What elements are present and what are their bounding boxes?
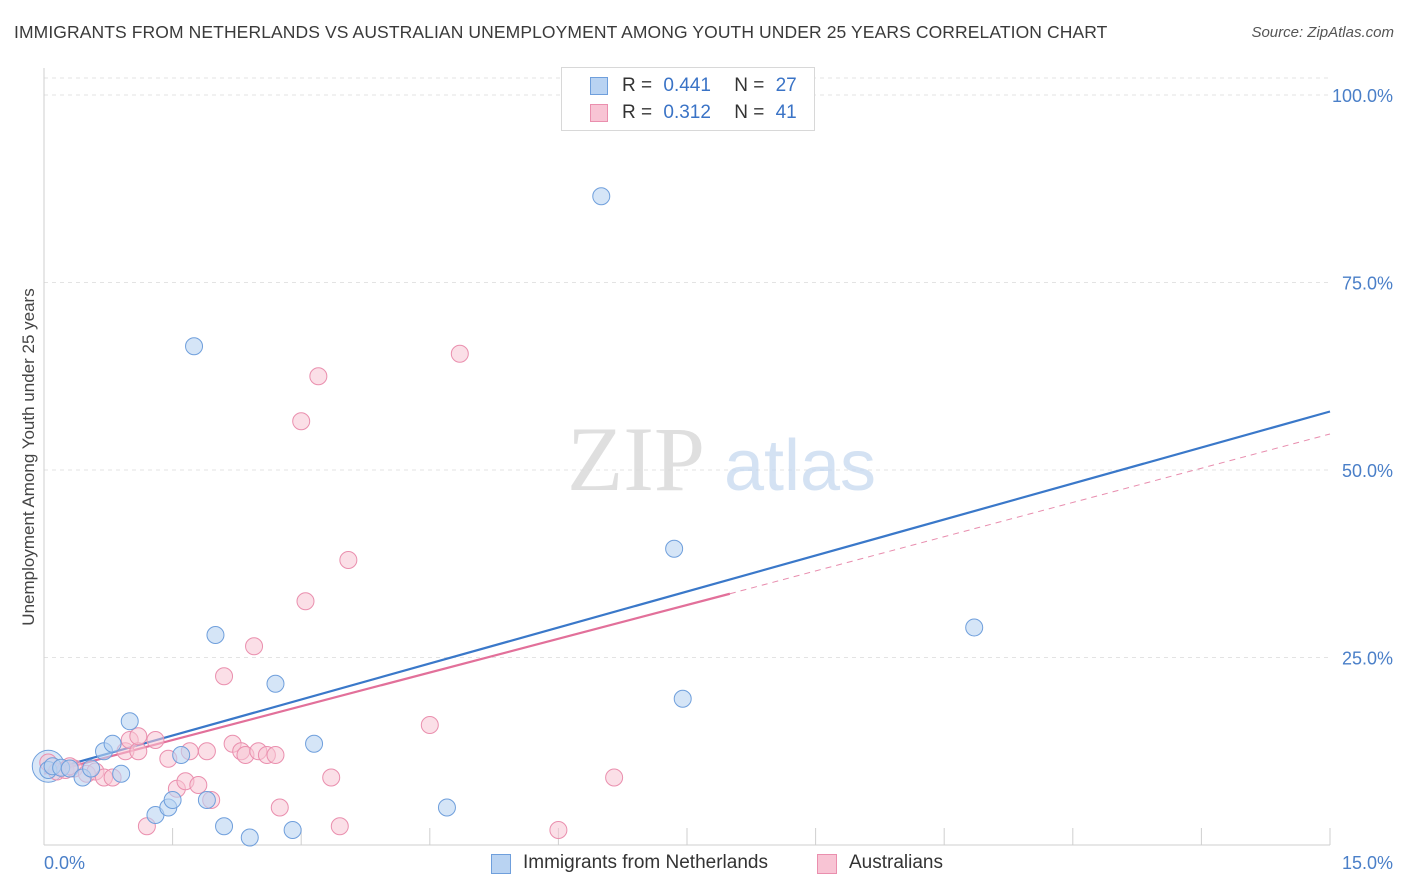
data-point-netherlands (665, 539, 684, 558)
data-point-netherlands (215, 817, 234, 836)
data-point-australians (605, 768, 624, 787)
data-point-netherlands (592, 187, 611, 206)
watermark-atlas: atlas (724, 426, 876, 506)
trend-line-australians-extrapolated (729, 433, 1331, 595)
data-point-australians (197, 742, 216, 761)
legend-swatch-blue (590, 77, 608, 95)
data-point-australians (270, 798, 289, 817)
legend-swatch-pink (590, 104, 608, 122)
data-point-netherlands (283, 821, 302, 839)
legend-n-value: 41 (775, 102, 797, 123)
data-point-netherlands (240, 828, 259, 847)
axes (43, 68, 1331, 846)
data-point-australians (292, 412, 311, 431)
data-point-australians (309, 367, 328, 386)
data-point-netherlands (965, 618, 984, 637)
legend-n-label: N = (734, 102, 765, 123)
data-point-netherlands (673, 689, 692, 708)
trend-line-australians (43, 592, 731, 775)
y-tick-label: 100.0% (1332, 86, 1393, 106)
data-point-australians (450, 344, 469, 363)
tick-labels: 25.0% 50.0% 75.0% 100.0% 0.0% 15.0% (44, 86, 1393, 873)
data-point-australians (245, 637, 264, 656)
data-point-netherlands (60, 759, 79, 778)
data-point-netherlands (206, 626, 225, 644)
data-point-australians (420, 716, 439, 734)
y-tick-label: 25.0% (1342, 649, 1393, 669)
y-tick-label: 75.0% (1342, 274, 1393, 294)
data-point-australians (146, 731, 165, 749)
bottom-legend-swatch-pink (817, 854, 837, 874)
legend-r-label: R = (622, 102, 653, 123)
legend-r-label: R = (622, 75, 653, 96)
data-point-netherlands (112, 764, 131, 783)
legend-r-value: 0.312 (663, 102, 711, 123)
data-point-australians (189, 776, 208, 794)
legend-r-value: 0.441 (663, 75, 711, 96)
data-point-netherlands (172, 746, 191, 764)
data-point-netherlands (163, 791, 182, 809)
data-point-netherlands (305, 734, 324, 753)
data-point-netherlands (103, 734, 122, 753)
data-points (31, 187, 984, 847)
data-point-netherlands (197, 791, 216, 809)
stats-legend: R = 0.441 N = 27 R = 0.312 N = 41 (561, 67, 815, 131)
bottom-legend-swatch-blue (491, 854, 511, 874)
legend-n-value: 27 (775, 75, 797, 96)
x-tick-label: 0.0% (44, 853, 85, 873)
x-tick-label: 15.0% (1342, 853, 1393, 873)
data-point-netherlands (437, 798, 456, 817)
bottom-legend-label: Immigrants from Netherlands (523, 852, 768, 873)
trend-line-netherlands (43, 410, 1331, 773)
grid-lines (44, 77, 1330, 658)
bottom-legend-label: Australians (849, 852, 943, 873)
data-point-australians (330, 817, 349, 836)
data-point-australians (266, 746, 285, 764)
data-point-australians (339, 551, 358, 569)
source-label: Source: ZipAtlas.com (1251, 24, 1394, 41)
data-point-netherlands (82, 759, 101, 778)
data-point-australians (129, 727, 148, 746)
y-tick-label: 50.0% (1342, 461, 1393, 481)
data-point-netherlands (185, 337, 204, 356)
watermark-zip: ZIP (567, 408, 705, 510)
y-axis-label: Unemployment Among Youth under 25 years (19, 288, 38, 625)
chart-title: IMMIGRANTS FROM NETHERLANDS VS AUSTRALIA… (14, 22, 1108, 42)
data-point-netherlands (266, 674, 285, 693)
legend-n-label: N = (734, 75, 765, 96)
data-point-australians (129, 742, 148, 761)
data-point-australians (296, 592, 315, 611)
data-point-australians (322, 768, 341, 787)
data-point-australians (215, 667, 234, 686)
data-point-australians (549, 821, 568, 839)
data-point-netherlands (120, 712, 139, 731)
